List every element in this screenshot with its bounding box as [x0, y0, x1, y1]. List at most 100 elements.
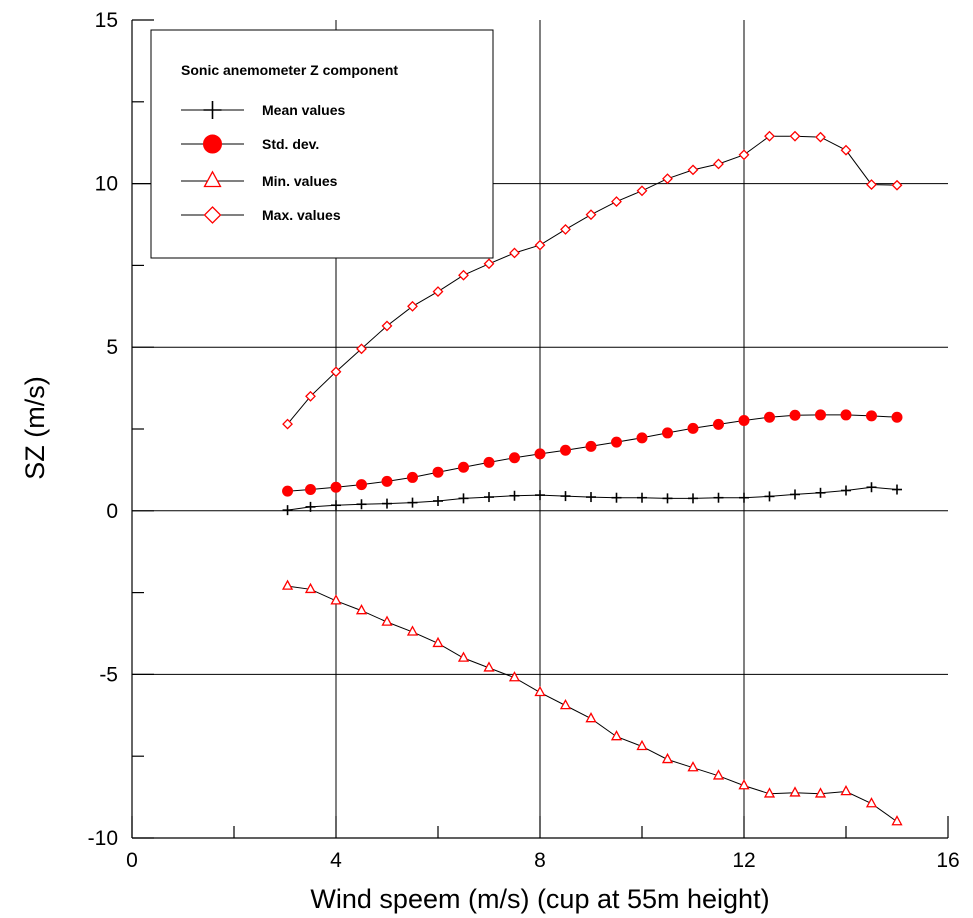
legend-title: Sonic anemometer Z component — [181, 62, 398, 78]
data-point — [891, 815, 903, 826]
data-point — [840, 785, 852, 796]
data-point — [330, 481, 342, 493]
data-point — [611, 492, 622, 503]
y-tick-label: 10 — [95, 173, 118, 196]
x-tick-label: 12 — [732, 849, 755, 872]
data-point — [611, 436, 622, 448]
legend-marker — [203, 134, 222, 154]
x-tick-label: 4 — [330, 849, 342, 872]
data-point — [406, 625, 419, 636]
data-point — [610, 730, 623, 741]
y-axis-title: SZ (m/s) — [20, 376, 50, 479]
data-point — [534, 239, 546, 251]
data-point — [586, 492, 596, 503]
data-point — [282, 485, 294, 497]
x-tick-label: 16 — [936, 849, 959, 872]
data-point — [764, 411, 775, 423]
x-tick-label: 0 — [126, 849, 138, 872]
data-point — [281, 579, 294, 590]
legend-label: Max. values — [262, 207, 341, 223]
data-point — [840, 144, 852, 156]
series-mean-values — [282, 482, 902, 516]
y-tick-label: 5 — [106, 336, 118, 359]
data-point — [841, 485, 851, 496]
data-point — [330, 594, 342, 605]
data-point — [738, 149, 750, 161]
data-point — [611, 196, 622, 208]
data-point — [815, 409, 826, 421]
data-point — [331, 500, 341, 511]
legend-marker — [203, 101, 222, 119]
plot-series — [281, 130, 903, 826]
data-point — [534, 448, 546, 460]
data-point — [789, 409, 801, 421]
data-point — [381, 615, 393, 626]
data-point — [560, 444, 571, 456]
data-point — [432, 636, 444, 648]
data-point — [688, 493, 698, 504]
data-point — [636, 739, 648, 751]
data-point — [433, 495, 443, 506]
data-point — [559, 698, 572, 710]
data-point — [687, 164, 699, 176]
data-point — [355, 604, 368, 615]
legend-label: Min. values — [262, 173, 338, 189]
data-point — [738, 414, 750, 426]
data-point — [891, 179, 903, 191]
data-point — [535, 490, 545, 501]
data-point — [432, 286, 444, 297]
data-point — [790, 489, 800, 500]
data-point — [892, 484, 902, 495]
x-axis-title: Wind speem (m/s) (cup at 55m height) — [310, 884, 769, 914]
data-point — [662, 173, 673, 185]
axes: -10 -5 0 5 10 15 0 4 8 12 16 — [88, 9, 960, 872]
data-point — [509, 247, 520, 259]
series-min-values — [281, 579, 903, 826]
data-point — [382, 498, 392, 509]
data-point — [789, 130, 801, 142]
data-point — [636, 185, 648, 197]
data-point — [356, 499, 367, 510]
data-point — [457, 651, 470, 662]
data-point — [713, 418, 724, 430]
data-point — [712, 769, 725, 780]
y-tick-label: 0 — [106, 500, 118, 523]
data-point — [687, 761, 699, 772]
series-std-dev — [282, 409, 903, 497]
legend: Sonic anemometer Z component Mean values… — [150, 29, 494, 259]
data-point — [381, 320, 393, 332]
data-point — [305, 484, 316, 496]
data-point — [814, 787, 827, 798]
data-point — [305, 501, 316, 512]
data-point — [764, 491, 775, 502]
data-point — [662, 493, 673, 504]
data-point — [662, 427, 673, 439]
data-point — [282, 418, 293, 430]
x-tick-label: 8 — [534, 849, 546, 872]
data-point — [356, 343, 367, 355]
data-point — [381, 475, 393, 487]
data-point — [509, 490, 520, 501]
y-tick-label: 15 — [95, 9, 118, 32]
data-point — [534, 685, 546, 697]
data-point — [585, 440, 597, 452]
legend-marker — [203, 206, 222, 224]
y-tick-label: -5 — [99, 663, 118, 686]
data-point — [687, 422, 699, 434]
data-point — [458, 461, 469, 473]
data-point — [865, 797, 878, 808]
data-point — [330, 366, 342, 378]
legend-label: Std. dev. — [262, 136, 319, 152]
data-point — [866, 410, 877, 422]
data-point — [407, 497, 418, 508]
data-point — [713, 158, 724, 170]
series-line — [287, 414, 898, 492]
data-point — [484, 492, 494, 503]
data-point — [407, 300, 418, 312]
data-point — [815, 487, 826, 498]
data-point — [739, 492, 749, 503]
data-point — [560, 491, 571, 502]
data-point — [458, 493, 469, 504]
data-point — [637, 492, 647, 503]
legend-label: Mean values — [262, 102, 345, 118]
